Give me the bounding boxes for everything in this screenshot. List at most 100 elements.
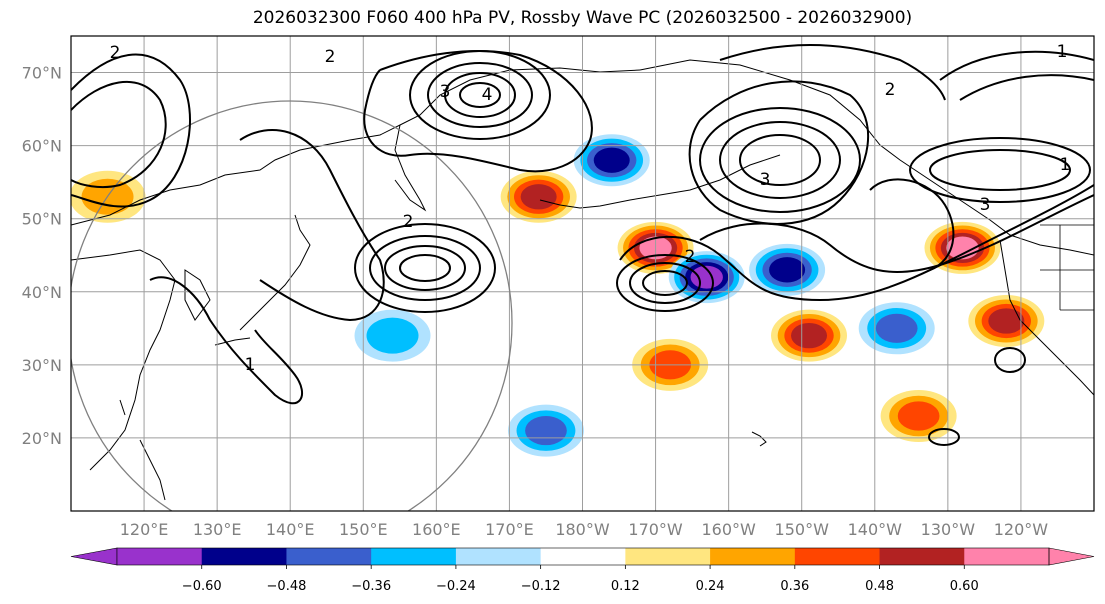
pv-contour-line — [959, 74, 1094, 101]
colorbar-tick-label: −0.48 — [267, 579, 307, 594]
contour-label: 2 — [685, 247, 696, 267]
chart-title: 2026032300 F060 400 hPa PV, Rossby Wave … — [252, 8, 913, 28]
pv-contour-ring — [928, 428, 960, 446]
longitude-tick-label: 140°E — [266, 520, 315, 539]
kamchatka — [394, 124, 427, 212]
longitude-tick-label: 130°W — [921, 520, 976, 539]
longitude-tick-label: 120°W — [994, 520, 1049, 539]
pv-contour-line — [699, 194, 1094, 274]
longitude-tick-label: 150°W — [775, 520, 830, 539]
latitude-labels: 20°N 30°N 40°N 50°N 60°N 70°N — [22, 64, 62, 448]
colorbar-segment — [455, 548, 542, 565]
latitude-tick-label: 30°N — [22, 356, 62, 375]
longitude-tick-label: 140°W — [848, 520, 903, 539]
pv-anomaly-blob — [791, 322, 828, 349]
longitude-tick-label: 160°W — [701, 520, 756, 539]
pv-anomaly-blob — [897, 401, 940, 431]
colorbar-tick-label: −0.12 — [521, 579, 561, 594]
map-frame — [70, 35, 1095, 512]
longitude-labels: 120°E 130°E 140°E 150°E 160°E 170°E 180°W 170°W… — [120, 520, 1049, 539]
colorbar-segment — [964, 548, 1050, 565]
longitude-tick-label: 170°E — [485, 520, 534, 539]
contour-label: 2 — [403, 212, 414, 232]
longitude-tick-label: 170°W — [628, 520, 683, 539]
pv-anomaly-blob — [875, 313, 918, 343]
japan-islands — [214, 214, 311, 346]
pv-contour-ring — [399, 254, 451, 282]
colorbar-segment — [794, 548, 881, 565]
latitude-tick-label: 60°N — [22, 137, 62, 156]
pv-contour-ring — [719, 121, 841, 199]
colorbar-tick-label: −0.36 — [351, 579, 391, 594]
pv-contour-ring — [909, 137, 1091, 203]
longitude-tick-label: 180°W — [555, 520, 610, 539]
pv-contour-line — [239, 129, 385, 322]
pv-contour-ring — [384, 245, 466, 291]
pv-anomaly-blob — [769, 257, 806, 283]
pv-contour-ring — [699, 107, 861, 213]
pv-contour-line — [149, 276, 304, 405]
contour-label: 3 — [980, 195, 991, 215]
pv-contour-ring — [994, 347, 1026, 373]
colorbar-segment — [879, 548, 965, 565]
pv-anomaly-shading — [71, 134, 1045, 457]
pv-contour-ring — [369, 235, 481, 301]
pv-anomaly-blob — [690, 265, 723, 289]
colorbar-tick-label: 0.12 — [611, 579, 640, 594]
pv-anomaly-blob — [520, 184, 557, 210]
contour-label: 1 — [1057, 42, 1068, 62]
pv-anomaly-blob — [988, 308, 1025, 334]
colorbar-tick-label: −0.60 — [182, 579, 222, 594]
pv-contour-line — [869, 178, 955, 271]
pv-contour-ring — [629, 262, 701, 304]
pv-contour-ring — [444, 72, 516, 118]
pv-contour-line — [619, 184, 1094, 302]
longitude-tick-label: 120°E — [120, 520, 169, 539]
korea-peninsula — [184, 269, 211, 321]
contour-label: 2 — [885, 80, 896, 100]
pv-contour-ring — [427, 62, 533, 128]
contour-label: 3 — [440, 82, 451, 102]
colorbar-segment — [286, 548, 372, 565]
colorbar-tick-label: 0.24 — [696, 579, 725, 594]
contour-label: 2 — [110, 43, 121, 63]
pv-contour-line — [363, 50, 593, 173]
asia-coastline — [71, 67, 641, 226]
colorbar: −0.60 −0.48 −0.36 −0.24 −0.12 0.12 0.24 0.36 0.4… — [70, 547, 1095, 594]
latitude-tick-label: 40°N — [22, 283, 62, 302]
pv-contours — [71, 44, 1094, 446]
korea-china-coast — [71, 249, 176, 471]
colorbar-frame — [116, 547, 1050, 566]
colorbar-tick-label: 0.48 — [865, 579, 894, 594]
colorbar-extend-low — [70, 547, 118, 566]
colorbar-segment — [371, 548, 457, 565]
pv-contour-line — [71, 81, 167, 189]
pv-contour-ring — [616, 254, 714, 312]
pv-anomaly-blob — [366, 317, 419, 354]
contour-label: 1 — [245, 355, 256, 375]
pv-contour-ring — [739, 134, 821, 186]
map-panel: 2 2 4 3 2 1 2 1 3 1 3 2 — [70, 35, 1095, 512]
colorbar-segment — [625, 548, 711, 565]
colorbar-tick-label: 0.60 — [950, 579, 979, 594]
colorbar-tick-label: −0.24 — [436, 579, 476, 594]
colorbar-segment — [201, 548, 287, 565]
pv-anomaly-blob — [593, 147, 630, 173]
aleutian-chain — [539, 154, 781, 209]
reference-circle — [71, 100, 513, 511]
taiwan-philippines — [119, 399, 166, 501]
alaska-coast — [639, 59, 1094, 256]
pv-contour-ring — [459, 82, 501, 108]
longitude-tick-label: 160°E — [412, 520, 461, 539]
contour-label: 4 — [482, 85, 493, 105]
pv-contour-ring — [642, 270, 688, 296]
pv-anomaly-blob — [525, 416, 567, 446]
contour-label: 2 — [325, 47, 336, 67]
us-borders — [1040, 224, 1094, 311]
latitude-tick-label: 70°N — [22, 64, 62, 83]
contour-label: 1 — [1060, 155, 1071, 175]
colorbar-extend-high — [1048, 547, 1095, 566]
colorbar-tick-label: 0.36 — [780, 579, 809, 594]
coastlines — [71, 59, 1094, 501]
